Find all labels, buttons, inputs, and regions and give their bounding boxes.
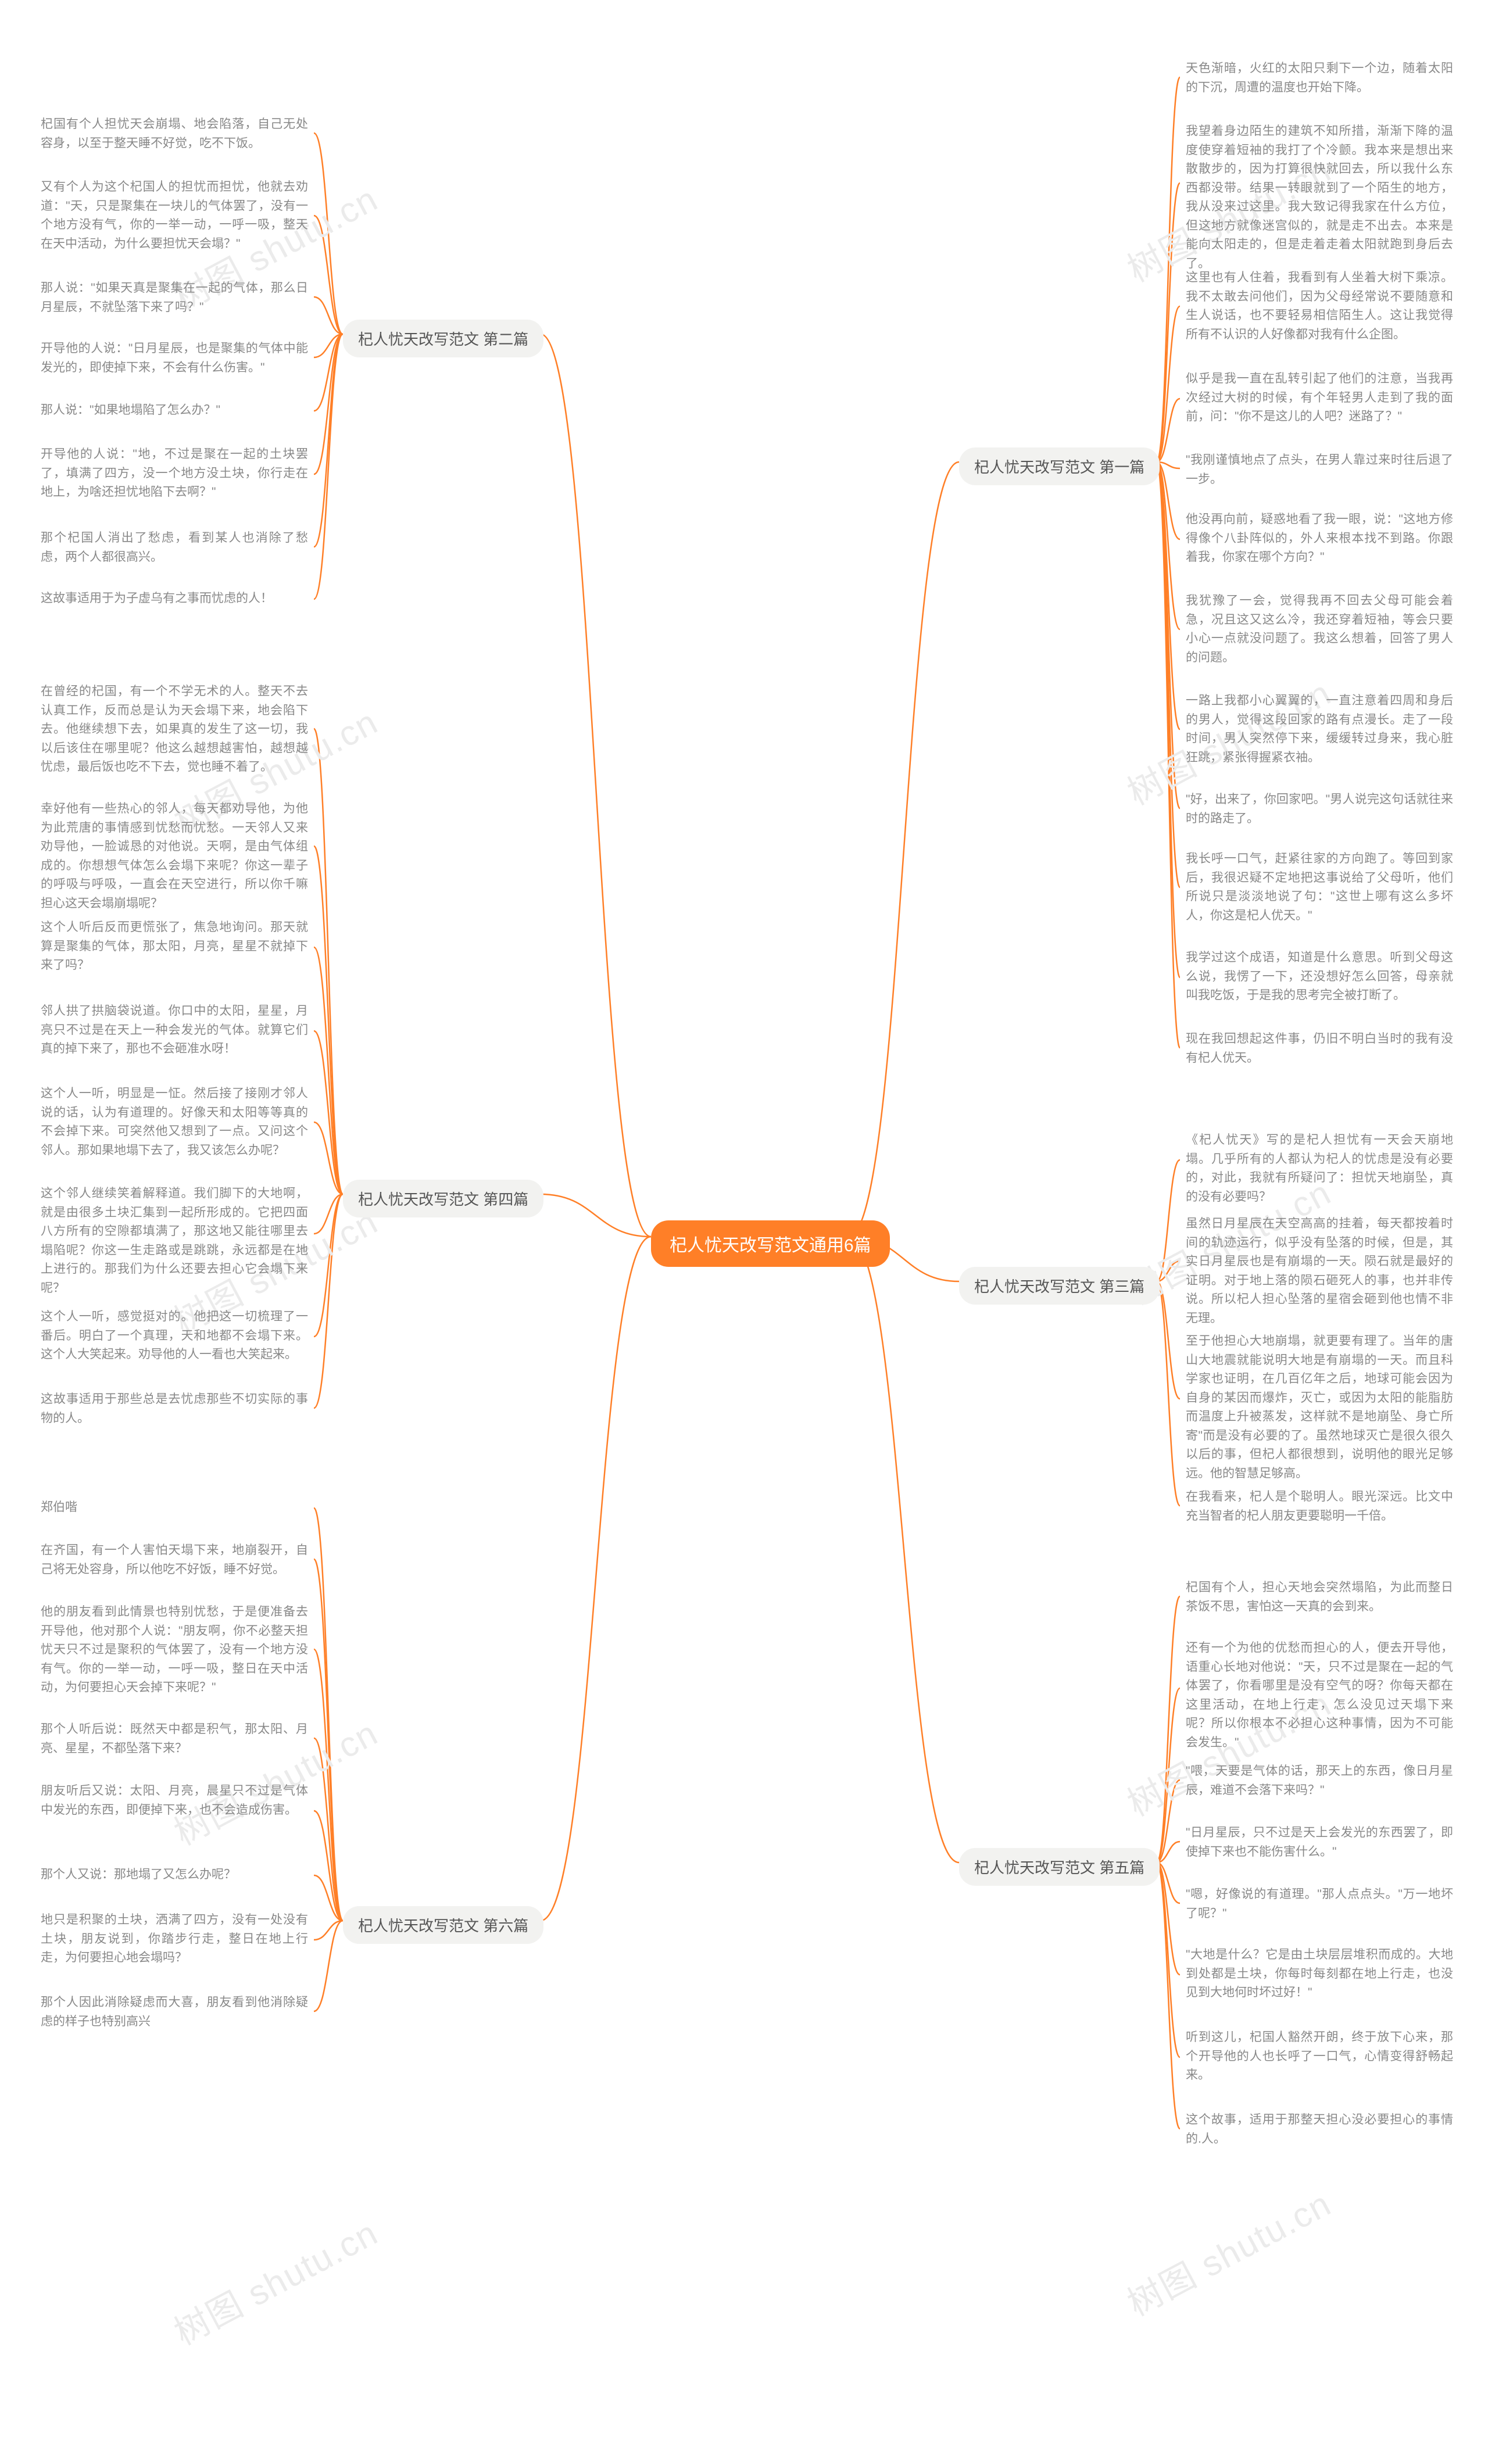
leaf-b2-1: 又有个人为这个杞国人的担忧而担忧，他就去劝道："天，只是聚集在一块儿的气体罢了，… [41,178,308,253]
leaf-b3-3: 在我看来，杞人是个聪明人。眼光深远。比文中充当智者的杞人朋友更要聪明一千倍。 [1186,1488,1453,1525]
leaf-b6-6: 地只是积聚的土块，洒满了四方，没有一处没有土块，朋友说到，你踏步行走，整日在地上… [41,1911,308,1968]
watermark: 树图 shutu.cn [1117,2176,1339,2326]
leaf-b1-2: 这里也有人住着，我看到有人坐着大树下乘凉。我不太敢去问他们，因为父母经常说不要随… [1186,268,1453,344]
leaf-b3-0: 《杞人忧天》写的是杞人担忧有一天会天崩地塌。几乎所有的人都认为杞人的忧虑是没有必… [1186,1131,1453,1206]
leaf-b1-6: 我犹豫了一会，觉得我再不回去父母可能会着急，况且这又这么冷，我还穿着短袖，等会只… [1186,592,1453,667]
leaf-b6-2: 他的朋友看到此情景也特别忧愁，于是便准备去开导他，他对那个人说："朋友啊，你不必… [41,1603,308,1697]
branch-b4: 杞人忧天改写范文 第四篇 [343,1180,543,1217]
leaf-b2-4: 那人说："如果地塌陷了怎么办？" [41,401,308,420]
leaf-b6-5: 那个人又说：那地塌了又怎么办呢？ [41,1865,308,1885]
branch-b6: 杞人忧天改写范文 第六篇 [343,1906,543,1944]
leaf-b4-1: 幸好他有一些热心的邻人，每天都劝导他，为他为此荒唐的事情感到忧愁而忧愁。一天邻人… [41,800,308,913]
leaf-b6-1: 在齐国，有一个人害怕天塌下来，地崩裂开，自己将无处容身，所以他吃不好饭，睡不好觉… [41,1541,308,1579]
leaf-b2-6: 那个杞国人消出了愁虑，看到某人也消除了愁虑，两个人都很高兴。 [41,529,308,567]
leaf-b1-5: 他没再向前，疑惑地看了我一眼，说："这地方修得像个八卦阵似的，外人来根本找不到路… [1186,510,1453,567]
branch-b3: 杞人忧天改写范文 第三篇 [959,1267,1160,1305]
leaf-b6-4: 朋友听后又说：太阳、月亮，晨星只不过是气体中发光的东西，即便掉下来，也不会造成伤… [41,1782,308,1820]
leaf-b2-0: 杞国有个人担忧天会崩塌、地会陷落，自己无处容身，以至于整天睡不好觉，吃不下饭。 [41,115,308,153]
leaf-b1-11: 现在我回想起这件事，仍旧不明白当时的我有没有杞人优天。 [1186,1030,1453,1068]
leaf-b5-1: 还有一个为他的优愁而担心的人，便去开导他，语重心长地对他说："天，只不过是聚在一… [1186,1639,1453,1752]
leaf-b5-7: 这个故事，适用于那整天担心没必要担心的事情的.人。 [1186,2111,1453,2148]
center-node: 杞人忧天改写范文通用6篇 [651,1220,890,1267]
leaf-b5-5: "大地是什么？它是由土块层层堆积而成的。大地到处都是土块，你每时每刻都在地上行走… [1186,1946,1453,2003]
leaf-b2-5: 开导他的人说："地，不过是聚在一起的土块罢了，填满了四方，没一个地方没土块，你行… [41,445,308,502]
leaf-b4-7: 这故事适用于那些总是去忧虑那些不切实际的事物的人。 [41,1390,308,1428]
leaf-b4-0: 在曾经的杞国，有一个不学无术的人。整天不去认真工作，反而总是认为天会塌下来，地会… [41,682,308,777]
leaf-b2-7: 这故事适用于为子虚乌有之事而忧虑的人！ [41,589,308,608]
leaf-b6-0: 郑伯喈 [41,1498,308,1517]
leaf-b3-1: 虽然日月星辰在天空高高的挂着，每天都按着时间的轨迹运行，似乎没有坠落的时候，但是… [1186,1215,1453,1328]
leaf-b1-4: "我刚谨慎地点了点头，在男人靠过来时往后退了一步。 [1186,451,1453,489]
leaf-b3-2: 至于他担心大地崩塌，就更要有理了。当年的唐山大地震就能说明大地是有崩塌的一天。而… [1186,1332,1453,1483]
branch-b2: 杞人忧天改写范文 第二篇 [343,320,543,357]
leaf-b5-3: "日月星辰，只不过是天上会发光的东西罢了，即使掉下来也不能伤害什么。" [1186,1824,1453,1861]
leaf-b1-7: 一路上我都小心翼翼的，一直注意着四周和身后的男人，觉得这段回家的路有点漫长。走了… [1186,692,1453,767]
leaf-b4-2: 这个人听后反而更慌张了，焦急地询问。那天就算是聚集的气体，那太阳，月亮，星星不就… [41,918,308,975]
leaf-b5-4: "嗯，好像说的有道理。"那人点点头。"万一地坏了呢？" [1186,1885,1453,1923]
leaf-b6-7: 那个人因此消除疑虑而大喜，朋友看到他消除疑虑的样子也特别高兴 [41,1993,308,2031]
leaf-b5-2: "喂，天要是气体的话，那天上的东西，像日月星辰，难道不会落下来吗？" [1186,1762,1453,1800]
leaf-b4-6: 这个人一听，感觉挺对的。他把这一切梳理了一番后。明白了一个真理，天和地都不会塌下… [41,1308,308,1364]
leaf-b5-0: 杞国有个人，担心天地会突然塌陷，为此而整日茶饭不思，害怕这一天真的会到来。 [1186,1578,1453,1616]
leaf-b1-9: 我长呼一口气，赶紧往家的方向跑了。等回到家后，我很迟疑不定地把这事说给了父母听，… [1186,850,1453,925]
branch-b1: 杞人忧天改写范文 第一篇 [959,447,1160,485]
leaf-b1-3: 似乎是我一直在乱转引起了他们的注意，当我再次经过大树的时候，有个年轻男人走到了我… [1186,370,1453,427]
leaf-b5-6: 听到这儿，杞国人豁然开朗，终于放下心来，那个开导他的人也长呼了一口气，心情变得舒… [1186,2028,1453,2085]
leaf-b1-8: "好，出来了，你回家吧。"男人说完这句话就往来时的路走了。 [1186,790,1453,828]
leaf-b1-1: 我望着身边陌生的建筑不知所措，渐渐下降的温度使穿着短袖的我打了个冷颤。我本来是想… [1186,122,1453,273]
branch-b5: 杞人忧天改写范文 第五篇 [959,1848,1160,1886]
leaf-b2-3: 开导他的人说："日月星辰，也是聚集的气体中能发光的，即使掉下来，不会有什么伤害。… [41,339,308,377]
leaf-b2-2: 那人说："如果天真是聚集在一起的气体，那么日月星辰，不就坠落下来了吗？" [41,279,308,317]
leaf-b4-5: 这个邻人继续笑着解释道。我们脚下的大地啊，就是由很多土块汇集到一起所形成的。它把… [41,1184,308,1298]
leaf-b1-0: 天色渐暗，火红的太阳只剩下一个边，随着太阳的下沉，周遭的温度也开始下降。 [1186,59,1453,97]
leaf-b6-3: 那个人听后说：既然天中都是积气，那太阳、月亮、星星，不都坠落下来？ [41,1720,308,1758]
watermark: 树图 shutu.cn [164,2205,385,2355]
leaf-b4-4: 这个人一听，明显是一怔。然后接了接刚才邻人说的话，认为有道理的。好像天和太阳等等… [41,1084,308,1160]
leaf-b4-3: 邻人拱了拱脑袋说道。你口中的太阳，星星，月亮只不过是在天上一种会发光的气体。就算… [41,1002,308,1059]
leaf-b1-10: 我学过这个成语，知道是什么意思。听到父母这么说，我愣了一下，还没想好怎么回答，母… [1186,948,1453,1005]
